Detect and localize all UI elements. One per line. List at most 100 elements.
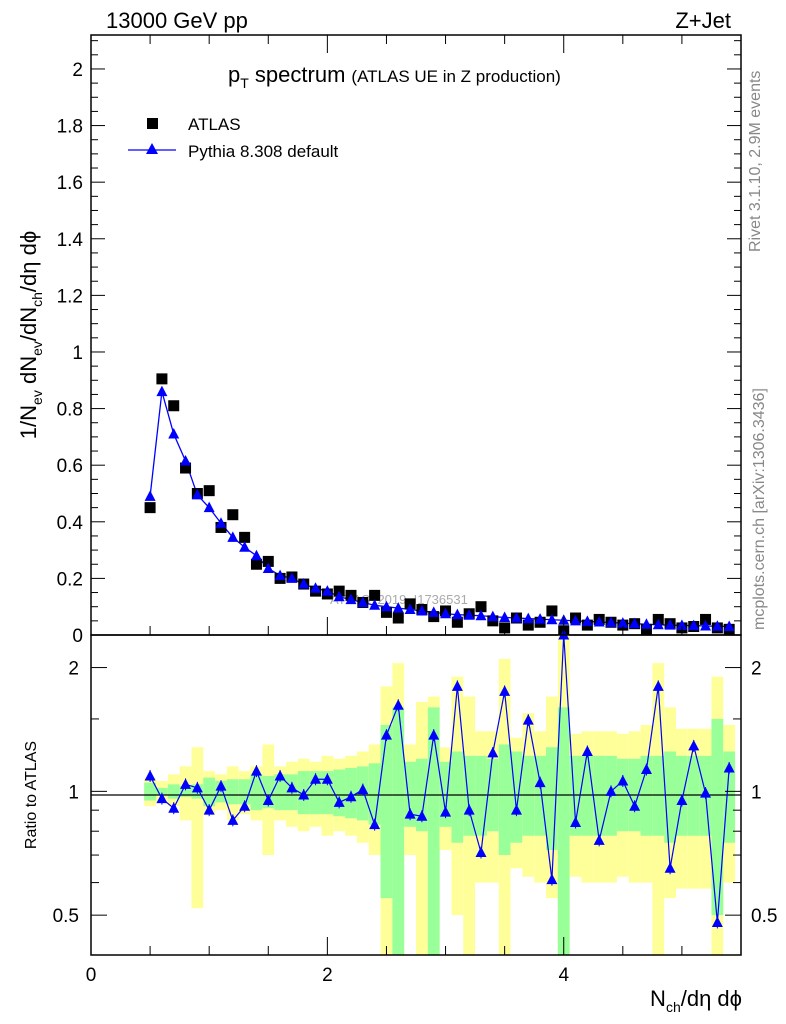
ratio-stat-band bbox=[687, 755, 700, 836]
main-y-tick-label: 0.8 bbox=[57, 400, 83, 421]
ratio-point bbox=[700, 787, 712, 798]
pythia-point bbox=[534, 613, 546, 624]
ratio-point bbox=[274, 769, 286, 781]
main-title-p: p bbox=[228, 62, 240, 87]
ratio-point bbox=[286, 781, 298, 793]
pythia-point bbox=[664, 619, 676, 630]
pythia-point bbox=[700, 619, 712, 631]
pythia-point bbox=[428, 606, 440, 617]
atlas-point bbox=[262, 555, 274, 567]
ratio-point bbox=[487, 746, 499, 758]
pythia-point bbox=[522, 612, 534, 624]
ratio-point bbox=[203, 804, 215, 815]
pythia-point bbox=[487, 610, 499, 622]
ratio-y-tick-label-right: 2 bbox=[751, 659, 762, 680]
pythia-point bbox=[652, 618, 664, 630]
ratio-y-tick-label: 2 bbox=[68, 659, 79, 680]
ratio-point bbox=[404, 808, 416, 819]
pythia-point bbox=[321, 585, 333, 596]
ratio-stat-band bbox=[451, 751, 464, 843]
ratio-stat-band bbox=[404, 761, 416, 827]
ratio-stat-band bbox=[510, 751, 523, 843]
atlas-point bbox=[180, 462, 192, 474]
ratio-point bbox=[593, 834, 605, 845]
ratio-point bbox=[652, 680, 664, 691]
ratio-point bbox=[156, 792, 168, 804]
main-y-tick-label: 1 bbox=[72, 343, 83, 364]
pythia-point bbox=[570, 614, 582, 626]
pythia-point bbox=[416, 604, 428, 616]
pythia-point bbox=[404, 603, 416, 615]
atlas-point bbox=[203, 485, 215, 497]
pythia-point bbox=[463, 609, 475, 620]
ratio-point bbox=[522, 714, 534, 725]
ratio-stat-band bbox=[274, 774, 286, 811]
rivet-label: Rivet 3.1.10, 2.9M events bbox=[747, 71, 764, 252]
ratio-point bbox=[688, 739, 700, 751]
ratio-stat-band bbox=[203, 777, 216, 807]
pythia-point bbox=[180, 454, 192, 466]
ratio-point bbox=[369, 818, 381, 830]
pythia-point bbox=[510, 612, 522, 623]
ratio-y-tick-label: 1 bbox=[68, 782, 79, 803]
ratio-stat-band bbox=[569, 755, 582, 836]
atlas-point bbox=[392, 612, 404, 624]
ratio-stat-band bbox=[179, 786, 192, 797]
ratio-point bbox=[499, 685, 511, 696]
atlas-point bbox=[239, 531, 251, 543]
ratio-point bbox=[475, 846, 487, 858]
ratio-point bbox=[629, 800, 641, 811]
ratio-y-tick-label-right: 0.5 bbox=[751, 906, 777, 927]
ratio-point bbox=[227, 814, 239, 825]
legend-label-pythia: Pythia 8.308 default bbox=[188, 142, 339, 161]
x-tick-label: 2 bbox=[322, 965, 333, 986]
legend: ATLAS Pythia 8.308 default bbox=[128, 115, 339, 161]
ratio-stat-band bbox=[593, 755, 606, 836]
pythia-point bbox=[357, 596, 369, 607]
legend-marker-pythia bbox=[146, 143, 158, 154]
pythia-point bbox=[203, 501, 215, 513]
pythia-point bbox=[640, 618, 652, 629]
atlas-point bbox=[475, 601, 487, 613]
ratio-stat-band bbox=[167, 784, 180, 799]
ratio-point bbox=[262, 794, 274, 806]
pythia-point bbox=[581, 615, 593, 626]
ratio-stat-band bbox=[392, 707, 405, 955]
header-right-label: Z+Jet bbox=[675, 8, 731, 33]
pythia-point bbox=[156, 385, 168, 397]
ratio-stat-band bbox=[321, 771, 334, 815]
ratio-y-axis: 0.5 0.5 1 1 2 2 bbox=[53, 659, 778, 928]
ratio-point bbox=[711, 916, 723, 927]
ratio-point bbox=[451, 680, 463, 691]
ratio-point bbox=[723, 761, 735, 773]
legend-label-atlas: ATLAS bbox=[188, 115, 241, 134]
ratio-stat-band bbox=[640, 755, 653, 836]
pythia-point bbox=[168, 428, 180, 439]
ratio-point bbox=[250, 765, 262, 776]
ratio-stat-band bbox=[475, 755, 487, 836]
atlas-point bbox=[168, 400, 180, 412]
legend-marker-atlas bbox=[147, 118, 158, 129]
ratio-stat-band bbox=[250, 774, 263, 811]
main-y-tick-label: 0.6 bbox=[57, 456, 83, 477]
atlas-point bbox=[451, 616, 463, 628]
ratio-point bbox=[581, 745, 593, 757]
ratio-point bbox=[510, 804, 522, 815]
ratio-series-marks bbox=[144, 629, 735, 929]
pythia-point bbox=[440, 607, 452, 619]
ratio-stat-band bbox=[309, 771, 322, 815]
ratio-y-tick-label-right: 1 bbox=[751, 782, 762, 803]
ratio-point bbox=[605, 785, 617, 796]
ratio-point bbox=[640, 763, 652, 775]
ratio-stat-band bbox=[534, 755, 546, 836]
pythia-point bbox=[239, 541, 251, 552]
atlas-point bbox=[156, 373, 168, 385]
pythia-point bbox=[262, 562, 274, 573]
ratio-point bbox=[463, 804, 475, 815]
main-y-tick-label: 1.8 bbox=[57, 117, 83, 138]
ratio-stat-band bbox=[333, 769, 346, 817]
main-y-tick-label: 0.4 bbox=[57, 513, 84, 534]
ratio-stat-band bbox=[380, 724, 393, 899]
pythia-point bbox=[475, 609, 487, 621]
